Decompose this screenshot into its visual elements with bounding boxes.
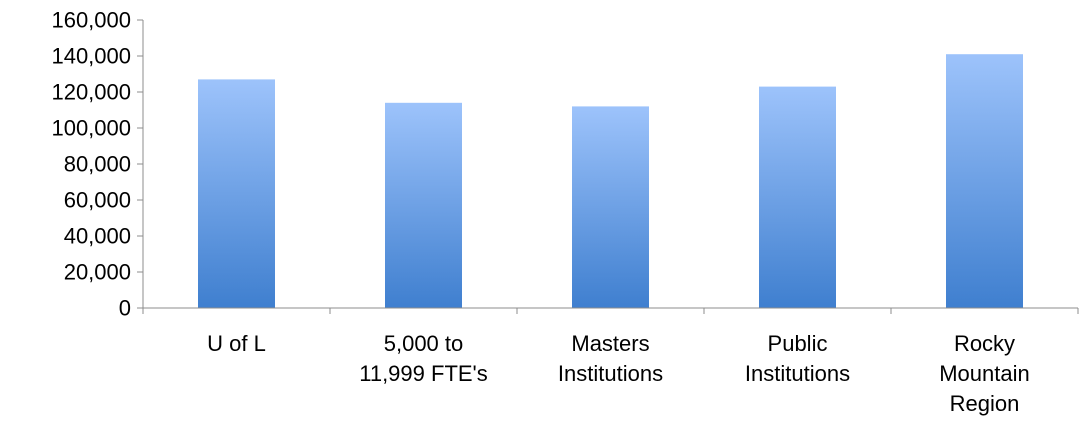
y-tick-label: 160,000 (51, 8, 131, 33)
y-tick-label: 40,000 (64, 224, 131, 249)
x-category-label: U of L (207, 331, 266, 356)
x-category-label: Masters Institutions (558, 331, 663, 386)
x-category-label: Public Institutions (745, 331, 850, 386)
y-axis-ticks: 0 20,000 40,000 60,000 80,000 100,000 120,000 1… (51, 8, 143, 321)
bar (572, 106, 649, 309)
x-category-label: 5,000 to 11,999 FTE's (359, 331, 488, 386)
y-tick-label: 120,000 (51, 80, 131, 105)
y-tick-label: 80,000 (64, 152, 131, 177)
y-tick-label: 60,000 (64, 188, 131, 213)
bars (198, 54, 1023, 309)
x-category-label: Rocky Mountain Region (939, 331, 1030, 416)
bar (946, 54, 1023, 309)
bar (198, 79, 275, 309)
y-tick-label: 100,000 (51, 116, 131, 141)
bar (759, 86, 836, 308)
y-tick-label: 20,000 (64, 260, 131, 285)
axes (142, 20, 1079, 314)
bar (385, 102, 462, 308)
x-axis-category-labels: U of L 5,000 to 11,999 FTE's Masters Institu… (207, 331, 1030, 416)
y-tick-label: 140,000 (51, 44, 131, 69)
y-tick-label: 0 (119, 296, 131, 321)
